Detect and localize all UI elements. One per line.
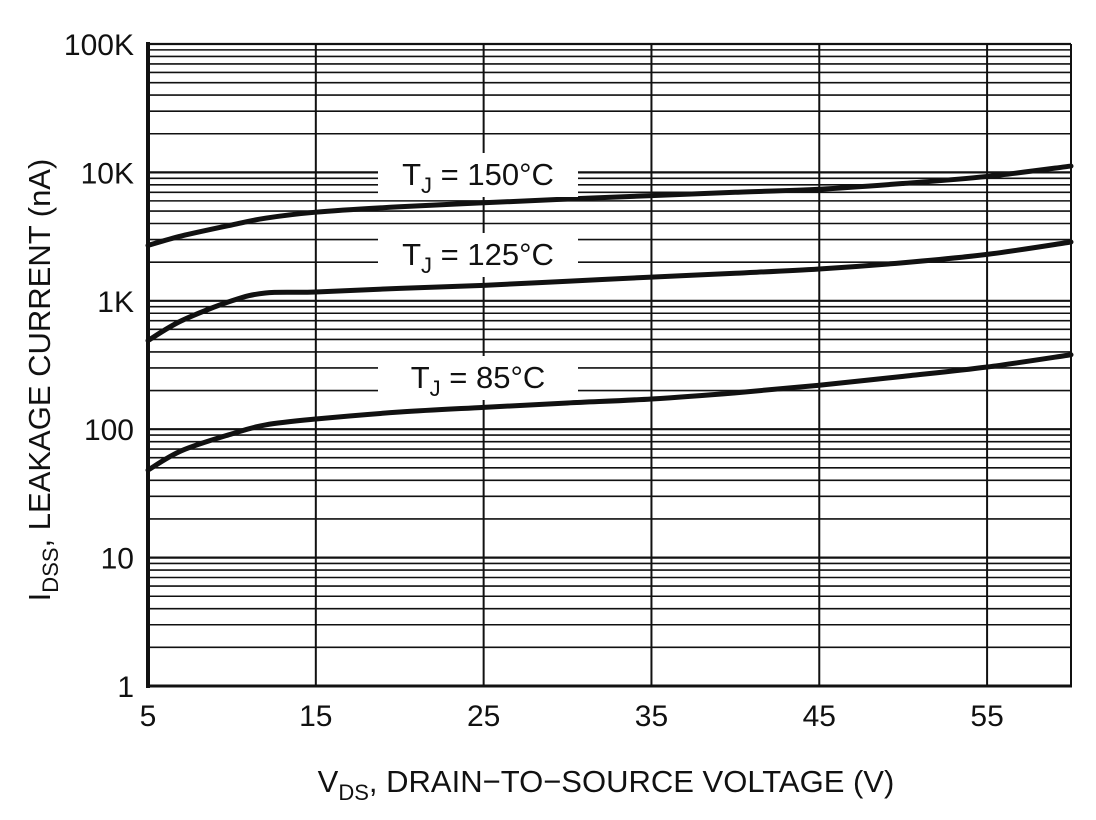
y-tick-label: 100K: [64, 29, 134, 62]
y-tick-label: 1: [117, 671, 134, 704]
series-label-bg: [378, 153, 578, 197]
x-tick-label: 55: [970, 700, 1003, 733]
series-labels: TJ = 150°CTJ = 125°CTJ = 85°C: [378, 153, 578, 401]
y-axis-label: IDSS, LEAKAGE CURRENT (nA): [22, 159, 63, 602]
series-label: TJ = 125°C: [402, 237, 554, 278]
series-line: [145, 239, 1074, 344]
series-label-sub: J: [421, 173, 432, 198]
x-tick-label: 35: [635, 700, 668, 733]
series-label-main: T: [402, 237, 421, 272]
series-label-rest: = 125°C: [432, 237, 554, 272]
series-label-bg: [378, 233, 578, 277]
y-tick-label: 100: [84, 414, 134, 447]
series-label-bg: [378, 356, 578, 400]
series-lines: [145, 163, 1074, 473]
y-tick-label: 10: [101, 543, 134, 576]
series-label-main: T: [411, 360, 430, 395]
tick-labels: 5 15 25 35 45 55 1 10 100 1K 10K 100K: [64, 29, 1004, 733]
series-label: TJ = 85°C: [411, 360, 546, 401]
axes: [146, 42, 1072, 688]
x-tick-label: 15: [299, 700, 332, 733]
x-tick-label: 45: [803, 700, 836, 733]
series-label-sub: J: [421, 253, 432, 278]
series-label-rest: = 85°C: [441, 360, 546, 395]
grid: [148, 42, 1072, 688]
series-label: TJ = 150°C: [402, 157, 554, 198]
series-label-sub: J: [430, 376, 441, 401]
x-tick-label: 5: [140, 700, 157, 733]
x-axis-label: VDS, DRAIN−TO−SOURCE VOLTAGE (V): [318, 764, 895, 805]
series-line: [145, 163, 1074, 248]
x-tick-label: 25: [467, 700, 500, 733]
y-tick-label: 1K: [97, 286, 134, 319]
series-label-main: T: [402, 157, 421, 192]
series-line: [145, 352, 1074, 473]
series-label-rest: = 150°C: [432, 157, 554, 192]
y-tick-label: 10K: [81, 157, 134, 190]
